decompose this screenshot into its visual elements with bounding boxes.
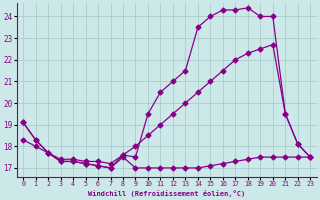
X-axis label: Windchill (Refroidissement éolien,°C): Windchill (Refroidissement éolien,°C) [88, 190, 245, 197]
